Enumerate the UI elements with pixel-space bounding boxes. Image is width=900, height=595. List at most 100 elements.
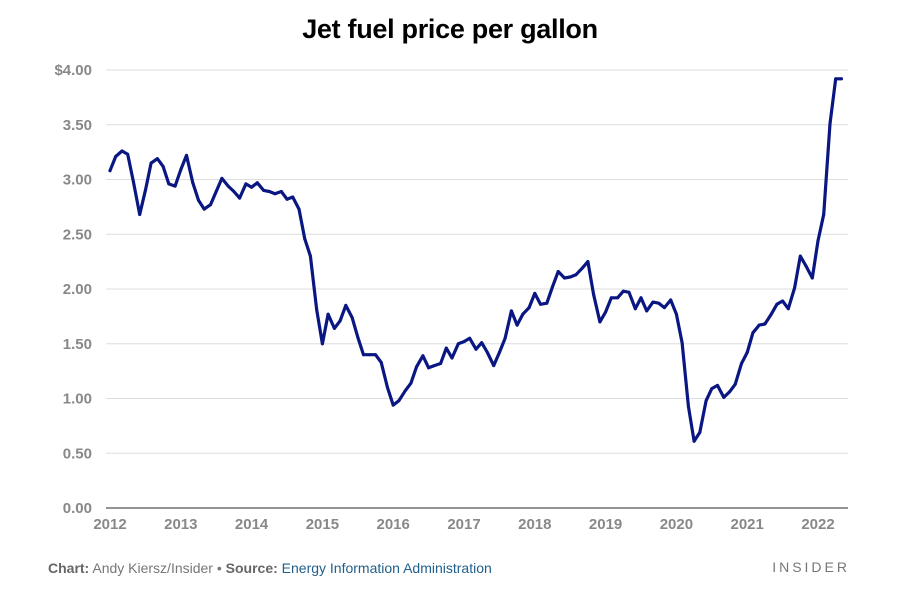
y-tick-label: 3.00 [63,172,92,189]
x-axis-ticks: 2012 2013 2014 2015 2016 2017 2018 2019 2020 2021… [93,516,834,533]
data-point [533,291,537,295]
data-point [120,149,124,153]
data-point [657,301,661,305]
data-point [568,275,572,279]
data-point [515,323,519,327]
data-point [798,254,802,258]
data-point [462,340,466,344]
data-point [728,390,731,394]
data-point [474,347,478,351]
y-tick-label: $4.00 [54,62,92,79]
data-point [616,296,620,300]
x-tick-label: 2014 [235,516,269,533]
y-tick-label: 3.50 [63,117,92,134]
data-point [680,341,684,345]
data-point [374,353,377,357]
data-point [362,353,365,357]
data-point [255,181,259,185]
data-point [621,289,625,293]
data-point [202,207,206,211]
data-point [250,185,254,189]
data-point [604,310,608,314]
data-point [810,276,814,280]
data-point [745,351,749,354]
x-tick-label: 2013 [164,516,197,533]
data-point [710,387,714,391]
data-point [332,326,336,330]
data-point [627,290,631,294]
data-point [651,300,655,304]
data-point [285,197,289,201]
data-point [226,184,230,188]
data-point [320,342,324,346]
x-tick-label: 2015 [306,516,339,533]
data-point [598,320,602,324]
data-point [368,353,372,357]
x-tick-label: 2012 [93,516,126,533]
data-point [704,399,708,403]
data-point [539,302,542,306]
data-point [427,366,431,370]
data-point [214,190,218,193]
data-point [592,293,596,296]
data-point [468,336,472,340]
data-point [439,362,443,365]
data-point [244,182,248,186]
chart-footer: Chart: Andy Kiersz/Insider • Source: Ene… [48,560,492,576]
data-point [586,260,590,264]
footer-separator: • [216,560,222,576]
data-point [480,341,484,345]
data-point [551,285,554,289]
data-point [793,286,797,290]
data-point [816,239,820,243]
data-point [485,351,489,354]
x-tick-label: 2016 [377,516,410,533]
data-point [356,335,360,339]
data-point [173,184,177,188]
x-tick-label: 2019 [589,516,622,533]
data-point [179,168,183,172]
y-tick-label: 2.50 [63,226,92,243]
data-point [456,342,460,346]
data-point [757,323,761,327]
data-point [126,152,130,156]
y-tick-label: 1.00 [63,391,92,408]
data-point [645,309,649,313]
data-point [344,303,348,307]
source-link[interactable]: Energy Information Administration [281,560,492,576]
chart-credit-label: Chart: [48,560,90,576]
data-point [775,302,779,306]
x-tick-label: 2021 [731,516,764,533]
data-point [509,309,513,313]
data-point [662,306,666,310]
data-point [574,273,578,277]
data-point [421,354,425,358]
data-point [167,182,171,186]
data-point [315,308,319,312]
chart-title: Jet fuel price per gallon [302,14,598,44]
y-tick-label: 0.00 [63,500,92,517]
data-point [751,331,755,335]
series-line-jet-fuel-price [108,77,843,443]
data-point [350,316,354,319]
data-point [308,254,312,258]
data-point [503,336,507,340]
data-point [338,319,342,323]
x-tick-label: 2018 [518,516,551,533]
data-point [609,296,613,300]
data-point [674,312,678,316]
data-point [143,188,147,192]
data-point [769,313,773,317]
data-point [403,389,407,393]
data-point [326,312,330,316]
data-point [839,77,843,81]
data-point [834,77,838,81]
data-point [273,192,277,196]
data-point [415,365,419,369]
y-tick-label: 1.50 [63,336,92,353]
data-point [633,307,637,311]
data-point [185,153,188,157]
data-points [108,77,843,443]
data-point [822,213,826,216]
